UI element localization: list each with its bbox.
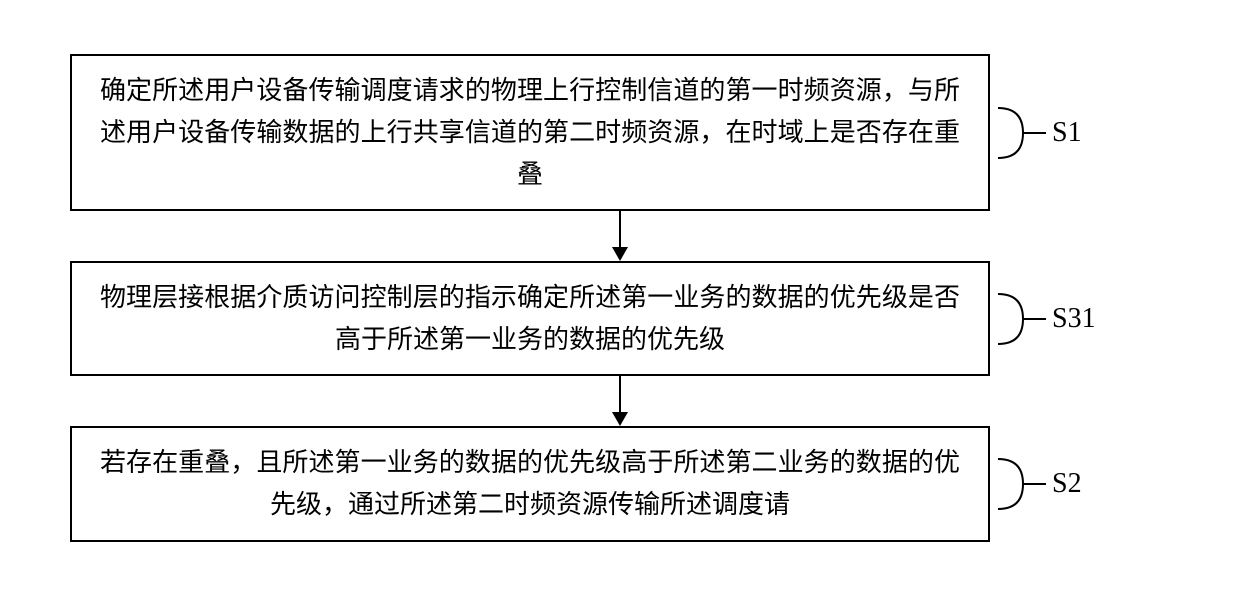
label-wrap-s2: S2 [998, 454, 1082, 514]
flowchart-row-s1: 确定所述用户设备传输调度请求的物理上行控制信道的第一时频资源，与所述用户设备传输… [70, 54, 1170, 211]
node-label: S31 [1052, 303, 1096, 335]
node-text: 确定所述用户设备传输调度请求的物理上行控制信道的第一时频资源，与所述用户设备传输… [100, 70, 960, 195]
label-wrap-s1: S1 [998, 103, 1082, 163]
curve-connector-icon [998, 103, 1048, 163]
node-label: S1 [1052, 117, 1082, 149]
curve-connector-icon [998, 454, 1048, 514]
flowchart-container: 确定所述用户设备传输调度请求的物理上行控制信道的第一时频资源，与所述用户设备传输… [70, 54, 1170, 541]
label-wrap-s31: S31 [998, 289, 1096, 349]
flowchart-row-s31: 物理层接根据介质访问控制层的指示确定所述第一业务的数据的优先级是否高于所述第一业… [70, 261, 1170, 376]
curve-connector-icon [998, 289, 1048, 349]
flowchart-node-s1: 确定所述用户设备传输调度请求的物理上行控制信道的第一时频资源，与所述用户设备传输… [70, 54, 990, 211]
flowchart-node-s31: 物理层接根据介质访问控制层的指示确定所述第一业务的数据的优先级是否高于所述第一业… [70, 261, 990, 376]
node-text: 若存在重叠，且所述第一业务的数据的优先级高于所述第二业务的数据的优先级，通过所述… [100, 442, 960, 525]
flowchart-row-s2: 若存在重叠，且所述第一业务的数据的优先级高于所述第二业务的数据的优先级，通过所述… [70, 426, 1170, 541]
node-label: S2 [1052, 468, 1082, 500]
arrow-s1-s31 [160, 211, 1080, 261]
arrow-s31-s2 [160, 376, 1080, 426]
node-text: 物理层接根据介质访问控制层的指示确定所述第一业务的数据的优先级是否高于所述第一业… [100, 277, 960, 360]
flowchart-node-s2: 若存在重叠，且所述第一业务的数据的优先级高于所述第二业务的数据的优先级，通过所述… [70, 426, 990, 541]
